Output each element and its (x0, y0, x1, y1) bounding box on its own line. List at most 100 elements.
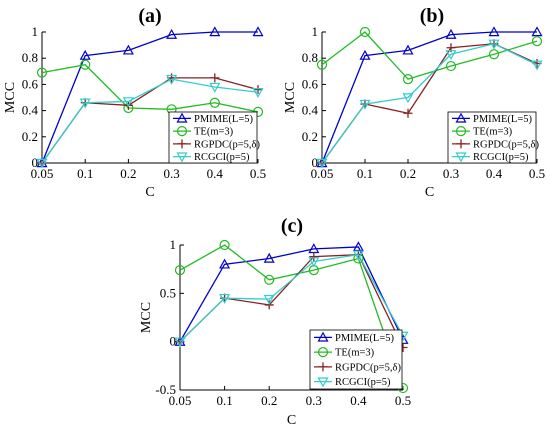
series-4 (36, 74, 264, 169)
y-tick-label: 0.4 (22, 103, 39, 118)
panel-label: (b) (420, 5, 444, 27)
series-line (41, 78, 259, 164)
legend-entry: PMIME(L=5) (473, 114, 533, 125)
data-point (209, 82, 221, 93)
series-line (321, 31, 538, 80)
data-point (122, 97, 134, 108)
series-line (179, 246, 404, 342)
legend-entry: TE(m=3) (194, 127, 234, 138)
x-axis-label: C (287, 413, 296, 428)
data-point (219, 239, 230, 251)
x-axis-label: C (145, 185, 154, 200)
data-point (166, 28, 178, 39)
legend-entry: RGPDC(p=5,δ) (473, 139, 540, 150)
y-tick-label: 0.6 (22, 76, 39, 91)
legend-entry: TE(m=3) (335, 348, 375, 359)
y-tick-label: 1 (312, 24, 319, 39)
y-tick-label: 1 (170, 237, 177, 252)
data-point (352, 250, 364, 261)
series-4 (316, 39, 543, 169)
series-4 (174, 250, 409, 348)
y-tick-label: -0.5 (155, 382, 176, 397)
data-point (209, 26, 221, 37)
data-point (36, 67, 48, 78)
x-tick-label: 0.5 (529, 166, 545, 181)
data-point (488, 26, 500, 37)
x-tick-label: 0.3 (163, 166, 179, 181)
data-point (359, 99, 371, 110)
y-tick-label: 0.2 (302, 129, 318, 144)
y-tick-label: 0.6 (302, 76, 319, 91)
data-point (252, 88, 264, 98)
series-line (41, 31, 258, 164)
y-tick-label: 0.2 (22, 129, 38, 144)
data-point (308, 257, 320, 268)
x-tick-label: 0.2 (261, 393, 277, 408)
data-point (79, 49, 91, 60)
data-point (263, 294, 275, 305)
data-point (219, 293, 231, 304)
series-line (41, 64, 259, 113)
data-point (309, 252, 319, 262)
data-point (316, 158, 328, 169)
data-point (210, 73, 220, 83)
y-tick-label: 0 (170, 334, 177, 349)
x-tick-label: 0.2 (120, 166, 136, 181)
legend-marker (318, 362, 328, 372)
data-point (488, 39, 500, 50)
data-point (316, 59, 328, 70)
series-line (179, 253, 404, 343)
x-tick-label: 0.4 (350, 393, 367, 408)
x-tick-label: 0.4 (486, 166, 503, 181)
data-point (174, 337, 186, 348)
x-axis-label: C (425, 185, 434, 200)
x-tick-label: 0.3 (443, 166, 459, 181)
data-point (402, 74, 414, 85)
data-point (264, 274, 275, 285)
data-point (402, 44, 414, 55)
data-point (36, 158, 48, 169)
legend-marker (455, 112, 467, 123)
legend-marker (456, 139, 466, 149)
data-point (445, 60, 457, 72)
legend-box (309, 329, 403, 390)
x-tick-label: 0.4 (207, 166, 224, 181)
x-tick-label: 0.1 (216, 393, 232, 408)
data-point (80, 59, 91, 70)
x-tick-label: 0.05 (31, 166, 54, 181)
legend: PMIME(L=5) TE(m=3)RGPDC(p=5,δ) RCGCI(p=5) (447, 111, 540, 164)
legend-marker (317, 347, 329, 358)
series-line (321, 43, 538, 164)
legend-entry: RGPDC(p=5,δ) (194, 139, 261, 150)
chart-panel-3: 0.05 0.1 0.2 0.3 0.4 0.5 -0.5 0 0.5 1 C MCC (c) PMIME… (139, 215, 411, 428)
x-tick-label: 0.2 (400, 166, 416, 181)
y-tick-label: 0 (32, 155, 39, 170)
legend-entry: PMIME(L=5) (335, 333, 395, 344)
legend-entry: TE(m=3) (473, 127, 513, 138)
legend-marker (177, 139, 187, 149)
legend-entry: RCGCI(p=5) (335, 377, 391, 388)
y-axis-label: MCC (139, 302, 154, 333)
legend-entry: RCGCI(p=5) (473, 152, 529, 163)
series-2 (316, 26, 543, 85)
x-tick-label: 0.1 (357, 166, 373, 181)
data-point (402, 93, 414, 104)
data-point (209, 97, 220, 108)
panel-label: (c) (281, 215, 303, 237)
legend-entry: RGPDC(p=5,δ) (335, 362, 402, 373)
data-point (79, 98, 91, 109)
data-point (253, 85, 263, 95)
legend-marker (455, 152, 467, 163)
data-point (531, 36, 543, 47)
data-point (445, 50, 457, 61)
series-line (179, 244, 404, 389)
legend-box (168, 111, 258, 164)
data-point (219, 258, 231, 269)
legend-marker (317, 331, 329, 342)
data-point (263, 252, 275, 263)
y-tick-label: 0.4 (302, 103, 319, 118)
legend-marker (176, 112, 188, 123)
data-point (359, 49, 371, 60)
legend-box (447, 111, 537, 164)
